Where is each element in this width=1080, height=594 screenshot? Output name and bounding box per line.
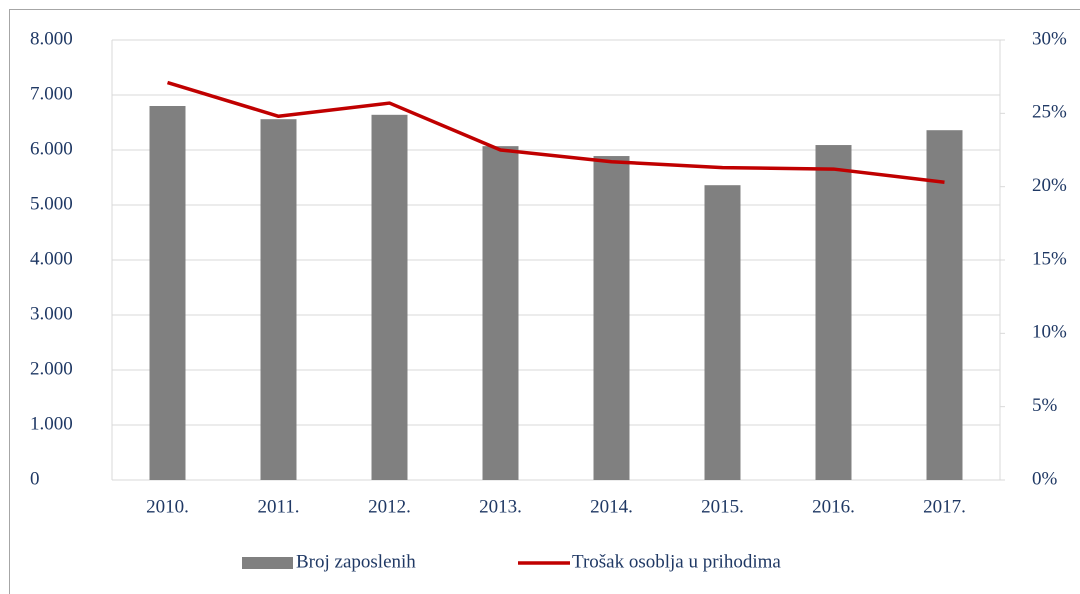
legend-label: Trošak osoblja u prihodima xyxy=(572,551,781,572)
y2-tick-label: 20% xyxy=(1032,175,1067,196)
bar xyxy=(926,130,963,480)
bar xyxy=(704,185,741,480)
y2-tick-label: 25% xyxy=(1032,102,1067,123)
y2-tick-label: 10% xyxy=(1032,322,1067,343)
x-tick-label: 2017. xyxy=(923,496,966,517)
bar xyxy=(593,156,630,481)
y2-tick-label: 15% xyxy=(1032,248,1067,269)
legend-label: Broj zaposlenih xyxy=(296,551,416,572)
bar xyxy=(149,106,186,480)
y2-tick-label: 5% xyxy=(1032,395,1058,416)
y-tick-label: 7.000 xyxy=(30,83,73,104)
chart-frame xyxy=(9,9,1080,594)
x-tick-label: 2015. xyxy=(701,496,744,517)
legend-swatch xyxy=(242,557,293,569)
y2-tick-label: 30% xyxy=(1032,28,1067,49)
bar xyxy=(260,119,297,480)
y-tick-label: 8.000 xyxy=(30,28,73,49)
x-tick-label: 2011. xyxy=(257,496,299,517)
y-tick-label: 3.000 xyxy=(30,303,73,324)
y2-tick-label: 0% xyxy=(1032,468,1058,489)
x-tick-label: 2012. xyxy=(368,496,411,517)
y-tick-label: 1.000 xyxy=(30,413,73,434)
x-tick-label: 2010. xyxy=(146,496,189,517)
y-tick-label: 5.000 xyxy=(30,193,73,214)
y-tick-label: 6.000 xyxy=(30,138,73,159)
x-tick-label: 2013. xyxy=(479,496,522,517)
bar xyxy=(482,146,519,480)
bar xyxy=(371,114,408,481)
bar xyxy=(815,145,852,481)
x-tick-label: 2014. xyxy=(590,496,633,517)
line xyxy=(166,80,945,185)
y-tick-label: 0 xyxy=(30,468,40,489)
x-tick-label: 2016. xyxy=(812,496,855,517)
y-tick-label: 2.000 xyxy=(30,358,73,379)
y-tick-label: 4.000 xyxy=(30,248,73,269)
